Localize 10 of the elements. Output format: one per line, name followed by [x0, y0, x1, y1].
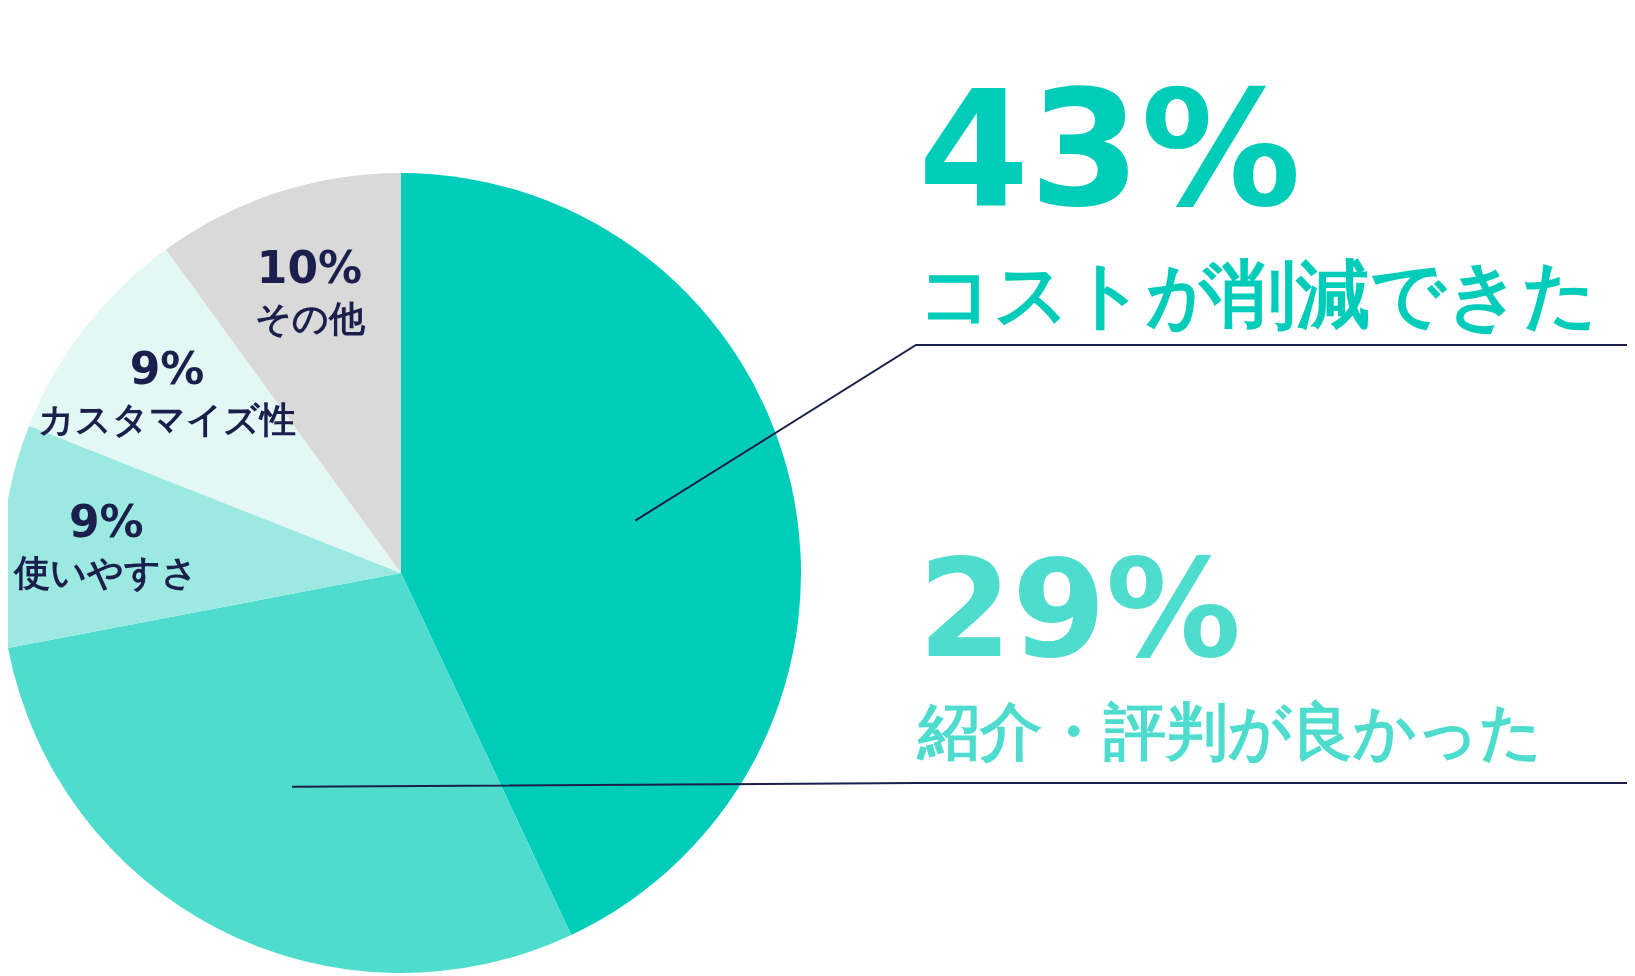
slice-label: カスタマイズ性: [38, 398, 297, 440]
slice-label: 使いやすさ: [12, 552, 199, 594]
data-label: 43%: [918, 56, 1301, 243]
slice-label: 紹介・評判が良かった: [916, 695, 1542, 768]
slice-label: コストが削減できた: [918, 251, 1598, 337]
slice-label: その他: [254, 298, 366, 340]
data-label: 9%: [129, 342, 205, 394]
data-label: 9%: [68, 496, 144, 548]
data-label: 29%: [918, 531, 1242, 688]
data-label: 10%: [256, 242, 363, 294]
